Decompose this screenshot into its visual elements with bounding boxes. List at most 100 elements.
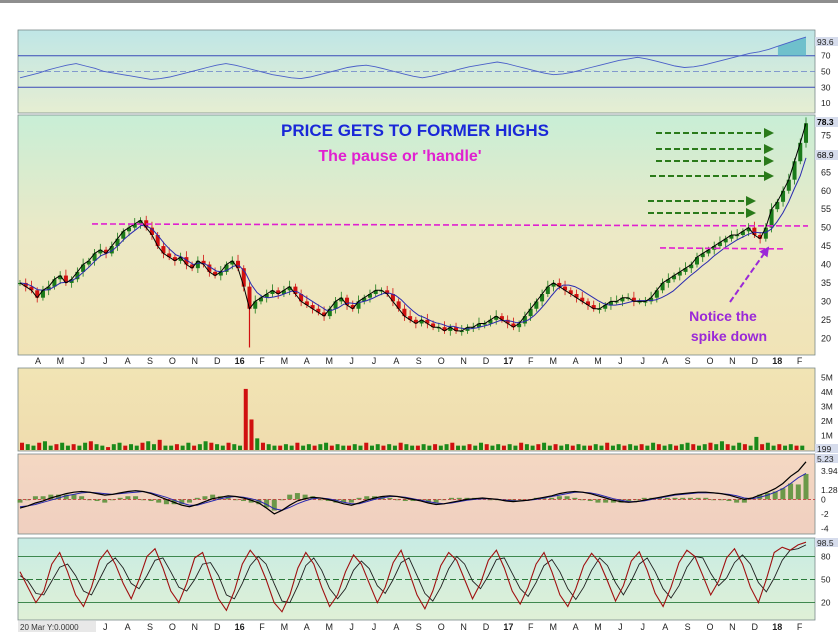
macd-hist-bar [117,497,123,500]
macd-hist-bar [456,497,462,500]
price-candle [218,271,223,276]
price-candle [494,316,499,320]
price-candle [608,301,613,306]
volume-bar [794,445,799,450]
price-candle [431,323,436,328]
volume-bar [754,436,759,450]
price-candle [786,179,791,191]
volume-tick-label: 5M [821,372,833,382]
volume-bar [800,445,805,450]
price-candle [236,260,241,269]
macd-hist-bar [718,499,724,501]
volume-bar [146,441,151,450]
month-tick-label: D [214,356,221,366]
macd-hist-bar [248,499,254,503]
volume-bar [576,444,581,450]
price-candle [803,123,809,143]
resistance-dashed-line [91,223,809,227]
price-candle [293,286,298,294]
price-candle [104,249,109,254]
price-candle [746,227,751,232]
price-candles [17,117,809,348]
macd-hist-bar [364,496,370,500]
month-tick-label: A [662,622,668,632]
macd-hist-bar [572,497,578,500]
price-candle [276,290,281,294]
volume-bar [111,444,116,450]
price-candle [40,290,45,298]
price-candle [454,327,459,331]
volume-bar [88,441,93,450]
macd-hist-bar [603,499,609,503]
rsi-tick-label: 50 [821,67,831,77]
month-tick-label: N [729,356,736,366]
month-tick-label: O [169,356,176,366]
volume-bar [444,444,449,450]
month-tick-label: N [192,356,199,366]
macd-hist-bar [626,499,632,502]
price-candle [752,227,757,235]
price-tick-label: 55 [821,204,831,214]
macd-hist-bar [788,483,794,500]
price-candle [522,316,527,324]
macd-hist-bar [187,499,193,503]
volume-bar [696,445,702,450]
price-candle [155,235,160,247]
volume-bar [94,444,99,450]
price-candle [597,308,602,310]
macd-hist-bar [464,497,470,500]
macd-hist-bar [179,499,185,505]
month-tick-label: J [81,356,86,366]
price-candle [614,301,619,303]
price-candle [574,294,579,298]
month-tick-label: N [192,622,199,632]
price-candle [356,301,361,309]
volume-tick-label: 1M [821,430,833,440]
volume-bar [656,444,661,450]
price-candle [637,301,642,303]
volume-bar [496,444,501,450]
volume-bar [450,442,455,450]
price-candle [425,319,430,324]
month-tick-label: A [573,622,579,632]
volume-bar [547,445,552,450]
macd-hist-bar [79,496,85,500]
macd-hist-bar [580,499,586,501]
month-tick-label: A [125,622,131,632]
volume-bar [490,445,495,450]
price-candle [178,257,183,261]
volume-bar [777,444,782,450]
price-candle [557,282,562,287]
price-candle [591,305,596,309]
volume-bar [20,442,25,450]
month-tick-label: O [438,356,445,366]
volume-bar [433,444,438,450]
macd-hist-bar [425,499,431,503]
month-tick-label: O [438,622,445,632]
month-tick-label: M [594,356,602,366]
volume-bar [306,444,311,450]
volume-last-value: 199 [817,444,831,454]
volume-bar [742,444,747,450]
volume-bar [180,445,185,450]
macd-hist-bar [163,499,169,505]
price-candle [419,319,424,324]
month-tick-label: F [797,622,803,632]
macd-hist-bar [564,496,570,500]
price-candle [115,238,120,247]
volume-bar [369,445,374,450]
macd-hist-bar [772,491,778,500]
macd-hist-bar [210,494,216,500]
annotation-line-2: spike down [691,328,767,344]
price-candle [270,290,275,294]
price-candle [672,275,677,280]
price-candle [717,242,722,247]
macd-hist-bar [341,499,347,503]
volume-bar [215,444,220,450]
month-tick-label: M [325,622,333,632]
volume-bar [48,445,53,450]
chart-title: PRICE GETS TO FORMER HIGHS [281,121,549,140]
volume-bar [398,442,403,450]
price-tick-label: 20 [821,333,831,343]
macd-hist-bar [510,499,516,502]
